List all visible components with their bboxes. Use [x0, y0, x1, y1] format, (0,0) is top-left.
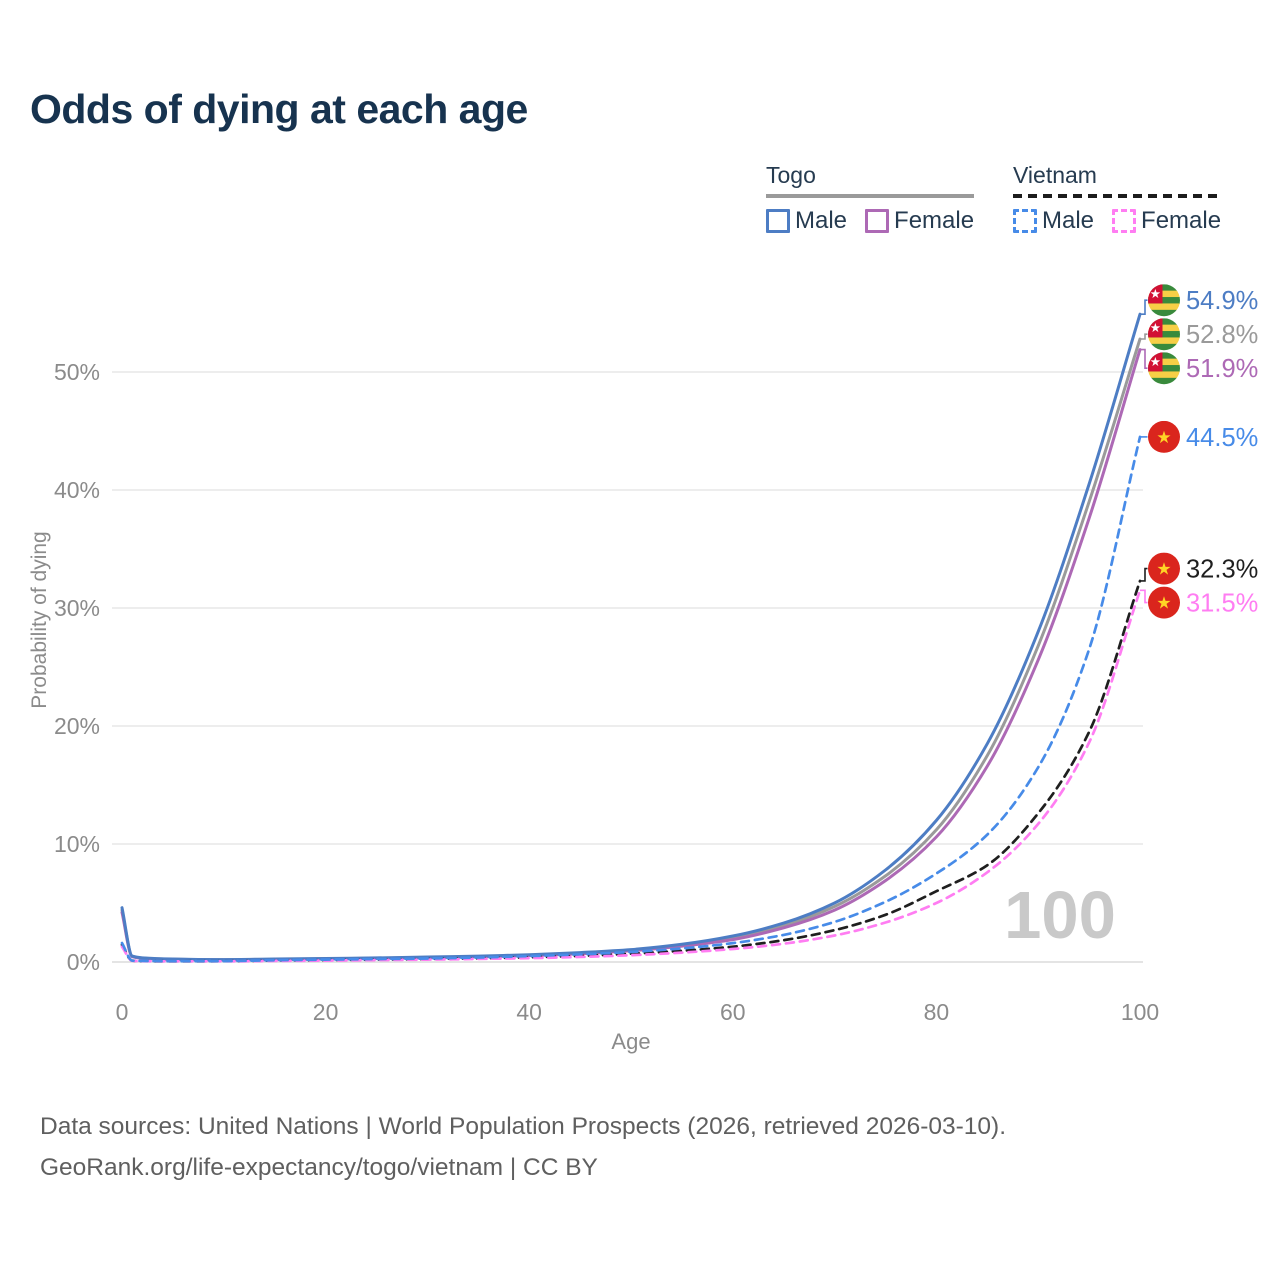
end-value-vietnam-both-sexes: 32.3%: [1186, 556, 1258, 584]
togo-flag-icon: ★: [1148, 352, 1180, 385]
x-tick-60: 60: [720, 999, 746, 1025]
end-connector-togo-male: [1140, 299, 1148, 315]
end-connector-togo-both-sexes: [1140, 333, 1148, 340]
vietnam-flag-icon: ★: [1148, 420, 1180, 453]
end-value-vietnam-male: 44.5%: [1186, 424, 1258, 452]
legend-item-togo-male[interactable]: Male: [766, 207, 847, 235]
svg-text:★: ★: [1156, 594, 1171, 613]
legend-item-togo-female[interactable]: Female: [865, 207, 974, 235]
legend-item-vietnam-female[interactable]: Female: [1112, 207, 1221, 235]
togo-flag-icon: ★: [1148, 284, 1180, 317]
togo-flag-icon: ★: [1148, 318, 1180, 351]
svg-text:★: ★: [1156, 560, 1171, 579]
legend-group-vietnam: Vietnam Male Female: [1013, 162, 1222, 235]
series-line-vietnam-male: [120, 435, 1142, 963]
series-end-label-vietnam-both-sexes: ★ 32.3%: [1140, 552, 1258, 585]
series-line-togo-male: [120, 312, 1142, 962]
series-end-label-vietnam-female: ★ 31.5%: [1140, 586, 1258, 619]
legend-underline-vietnam: [1013, 194, 1222, 198]
x-tick-80: 80: [924, 999, 950, 1025]
series-end-label-togo-female: ★ 51.9%: [1140, 348, 1258, 385]
legend-country-vietnam[interactable]: Vietnam: [1013, 162, 1097, 188]
x-tick-20: 20: [313, 999, 339, 1025]
series-line-vietnam-both-sexes: [120, 579, 1142, 963]
chart-title: Odds of dying at each age: [30, 86, 528, 132]
vietnam-female-swatch-icon: [1112, 209, 1137, 233]
footer-attribution: GeoRank.org/life-expectancy/togo/vietnam…: [40, 1154, 598, 1181]
legend-country-togo[interactable]: Togo: [766, 162, 816, 188]
legend-item-vietnam-male[interactable]: Male: [1013, 207, 1094, 235]
vietnam-flag-icon: ★: [1148, 586, 1180, 619]
y-tick-50%: 50%: [54, 359, 100, 385]
togo-female-swatch-icon: [865, 209, 890, 233]
watermark-age-100: 100: [1004, 878, 1116, 953]
series-end-label-togo-male: ★ 54.9%: [1140, 284, 1258, 317]
x-axis-title: Age: [611, 1029, 650, 1054]
y-axis-title: Probability of dying: [28, 531, 51, 708]
footer-data-sources: Data sources: United Nations | World Pop…: [40, 1113, 1007, 1140]
x-tick-40: 40: [516, 999, 542, 1025]
end-connector-togo-female: [1140, 348, 1148, 369]
togo-male-swatch-icon: [766, 209, 790, 233]
end-value-togo-both-sexes: 52.8%: [1186, 321, 1258, 349]
legend-label-vietnam-female: Female: [1141, 207, 1222, 234]
end-value-vietnam-female: 31.5%: [1186, 590, 1258, 618]
svg-text:★: ★: [1156, 428, 1171, 447]
y-tick-40%: 40%: [54, 477, 100, 503]
legend-group-togo: Togo Male Female: [766, 162, 975, 235]
end-value-togo-male: 54.9%: [1186, 287, 1258, 315]
x-tick-0: 0: [116, 999, 129, 1025]
end-value-togo-female: 51.9%: [1186, 355, 1258, 383]
y-tick-0%: 0%: [67, 949, 100, 975]
series-line-togo-female: [120, 348, 1142, 962]
legend-label-togo-male: Male: [795, 207, 848, 234]
y-tick-30%: 30%: [54, 595, 100, 621]
series-end-label-togo-both-sexes: ★ 52.8%: [1140, 318, 1258, 351]
vietnam-male-swatch-icon: [1013, 209, 1037, 233]
series-line-vietnam-female: [120, 588, 1142, 963]
series-end-label-vietnam-male: ★ 44.5%: [1140, 420, 1258, 453]
x-tick-100: 100: [1121, 999, 1159, 1025]
end-connector-vietnam-both-sexes: [1140, 567, 1148, 582]
legend-label-vietnam-male: Male: [1042, 207, 1095, 234]
end-connector-vietnam-female: [1140, 589, 1148, 604]
svg-text:★: ★: [1150, 355, 1161, 369]
footer: Data sources: United Nations | World Pop…: [40, 1106, 1006, 1188]
y-tick-20%: 20%: [54, 713, 100, 739]
svg-text:★: ★: [1150, 287, 1161, 301]
legend-underline-togo: [766, 194, 975, 198]
y-tick-10%: 10%: [54, 831, 100, 857]
vietnam-flag-icon: ★: [1148, 552, 1180, 585]
legend-label-togo-female: Female: [894, 207, 975, 234]
svg-text:★: ★: [1150, 321, 1161, 335]
